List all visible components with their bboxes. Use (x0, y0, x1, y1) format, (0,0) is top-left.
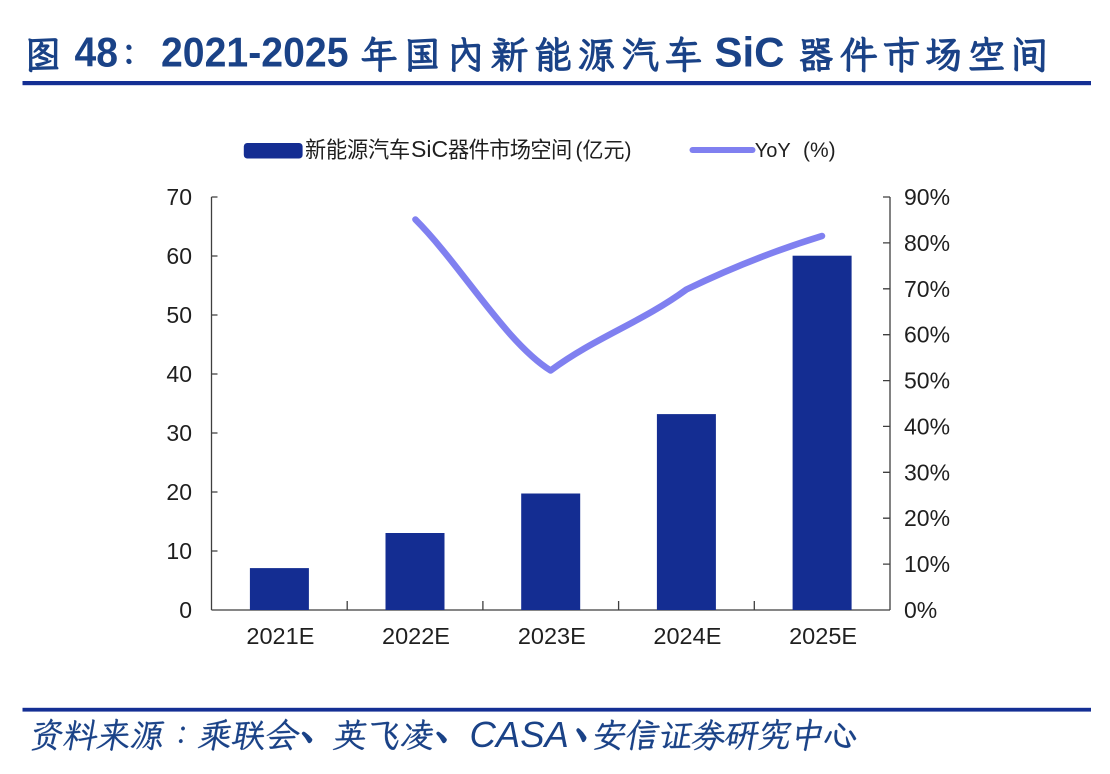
svg-text:): ) (625, 139, 632, 162)
svg-text:60%: 60% (904, 322, 950, 348)
svg-text:SiC: SiC (411, 136, 448, 162)
svg-text:10: 10 (166, 538, 192, 564)
svg-text:(%): (%) (803, 139, 836, 162)
svg-text:SiC: SiC (715, 29, 785, 76)
svg-text:2024E: 2024E (653, 623, 721, 649)
svg-text:(: ( (576, 139, 583, 162)
svg-text:2025E: 2025E (789, 623, 857, 649)
svg-text:2022E: 2022E (382, 623, 450, 649)
svg-text:20: 20 (166, 479, 192, 505)
svg-text:48: 48 (75, 29, 119, 76)
svg-text:70: 70 (166, 184, 192, 210)
svg-text:0%: 0% (904, 597, 937, 623)
svg-text:40: 40 (166, 361, 192, 387)
svg-text:YoY: YoY (755, 140, 791, 162)
svg-text:90%: 90% (904, 184, 950, 210)
svg-text:50%: 50% (904, 368, 950, 394)
svg-text:40%: 40% (904, 413, 950, 439)
svg-text:0: 0 (179, 597, 192, 623)
svg-text:2021E: 2021E (246, 623, 314, 649)
svg-text:10%: 10% (904, 551, 950, 577)
svg-text:30: 30 (166, 420, 192, 446)
svg-text:50: 50 (166, 302, 192, 328)
svg-text:20%: 20% (904, 505, 950, 531)
svg-text:60: 60 (166, 243, 192, 269)
svg-text:2021-2025: 2021-2025 (161, 29, 349, 76)
svg-text:80%: 80% (904, 230, 950, 256)
svg-text:70%: 70% (904, 276, 950, 302)
svg-text:2023E: 2023E (518, 623, 586, 649)
svg-text:30%: 30% (904, 459, 950, 485)
svg-text:CASA: CASA (470, 714, 569, 755)
